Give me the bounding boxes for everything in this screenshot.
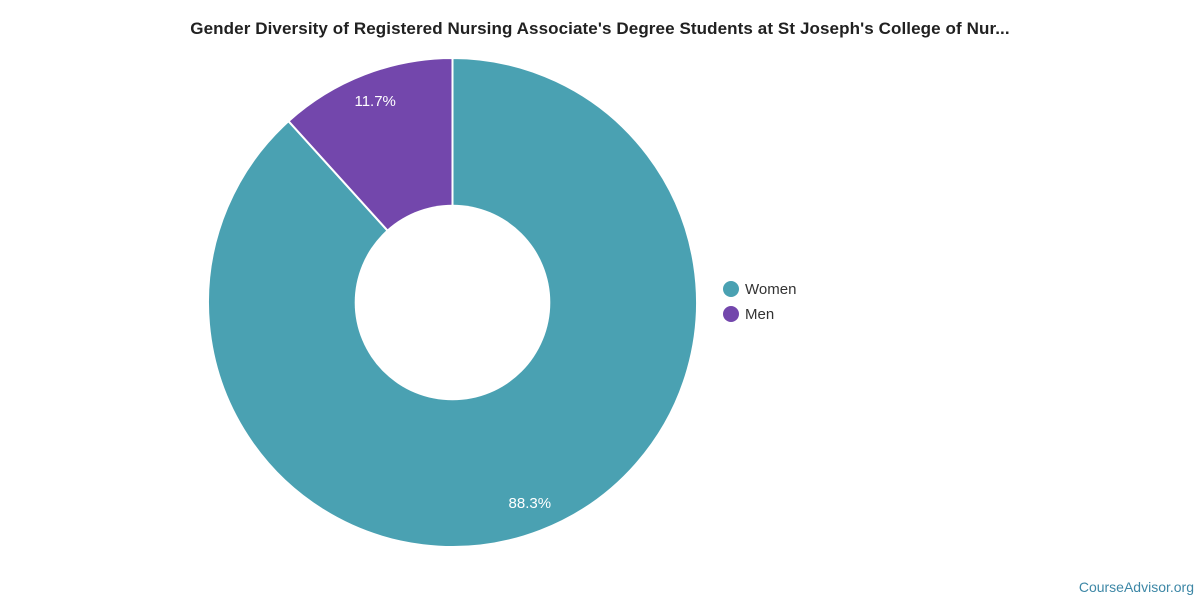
legend-label-women: Women — [745, 280, 797, 298]
legend: Women Men — [723, 281, 796, 331]
pie-slice-women[interactable] — [207, 57, 698, 548]
legend-label-men: Men — [745, 305, 775, 323]
legend-swatch-women-icon — [723, 281, 739, 297]
courseadvisor-watermark[interactable]: CourseAdvisor.org — [1078, 579, 1194, 595]
slice-label-men: 11.7% — [354, 93, 395, 110]
donut-hole — [354, 204, 551, 401]
slice-label-women: 88.3% — [509, 495, 552, 512]
chart-title: Gender Diversity of Registered Nursing A… — [190, 19, 1010, 38]
legend-item-women[interactable]: Women — [723, 280, 797, 298]
legend-item-men[interactable]: Men — [723, 305, 796, 323]
legend-swatch-men-icon — [723, 306, 739, 322]
